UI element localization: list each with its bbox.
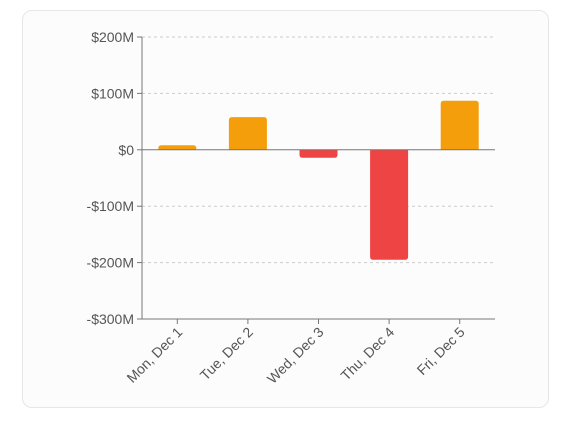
- chart-card: [22, 10, 549, 408]
- x-tick-labels: Mon, Dec 1 Tue, Dec 2 Wed, Dec 3 Thu, Dec 4…: [123, 319, 468, 387]
- axes: [141, 37, 495, 320]
- y-tick-labels: $200M $100M $0 -$100M -$200M -$300M: [87, 29, 142, 327]
- y-tick-label: -$300M: [87, 311, 134, 327]
- bar-4[interactable]: [370, 149, 409, 260]
- bar-2[interactable]: [228, 117, 267, 150]
- grid-lines: [142, 36, 495, 264]
- y-tick-label: $100M: [91, 85, 134, 101]
- bar-5[interactable]: [440, 100, 479, 150]
- x-tick-label: Tue, Dec 2: [197, 324, 257, 384]
- x-tick-label: Fri, Dec 5: [414, 324, 468, 378]
- x-tick-label: Mon, Dec 1: [123, 324, 185, 386]
- y-tick-label: $200M: [91, 29, 134, 45]
- bar-3[interactable]: [299, 149, 338, 158]
- x-tick-label: Thu, Dec 4: [337, 324, 397, 384]
- bars: [158, 100, 479, 260]
- bar-1[interactable]: [158, 145, 197, 150]
- x-tick-label: Wed, Dec 3: [264, 324, 327, 387]
- y-tick-label: $0: [118, 142, 134, 158]
- y-tick-label: -$100M: [87, 198, 134, 214]
- y-tick-label: -$200M: [87, 255, 134, 271]
